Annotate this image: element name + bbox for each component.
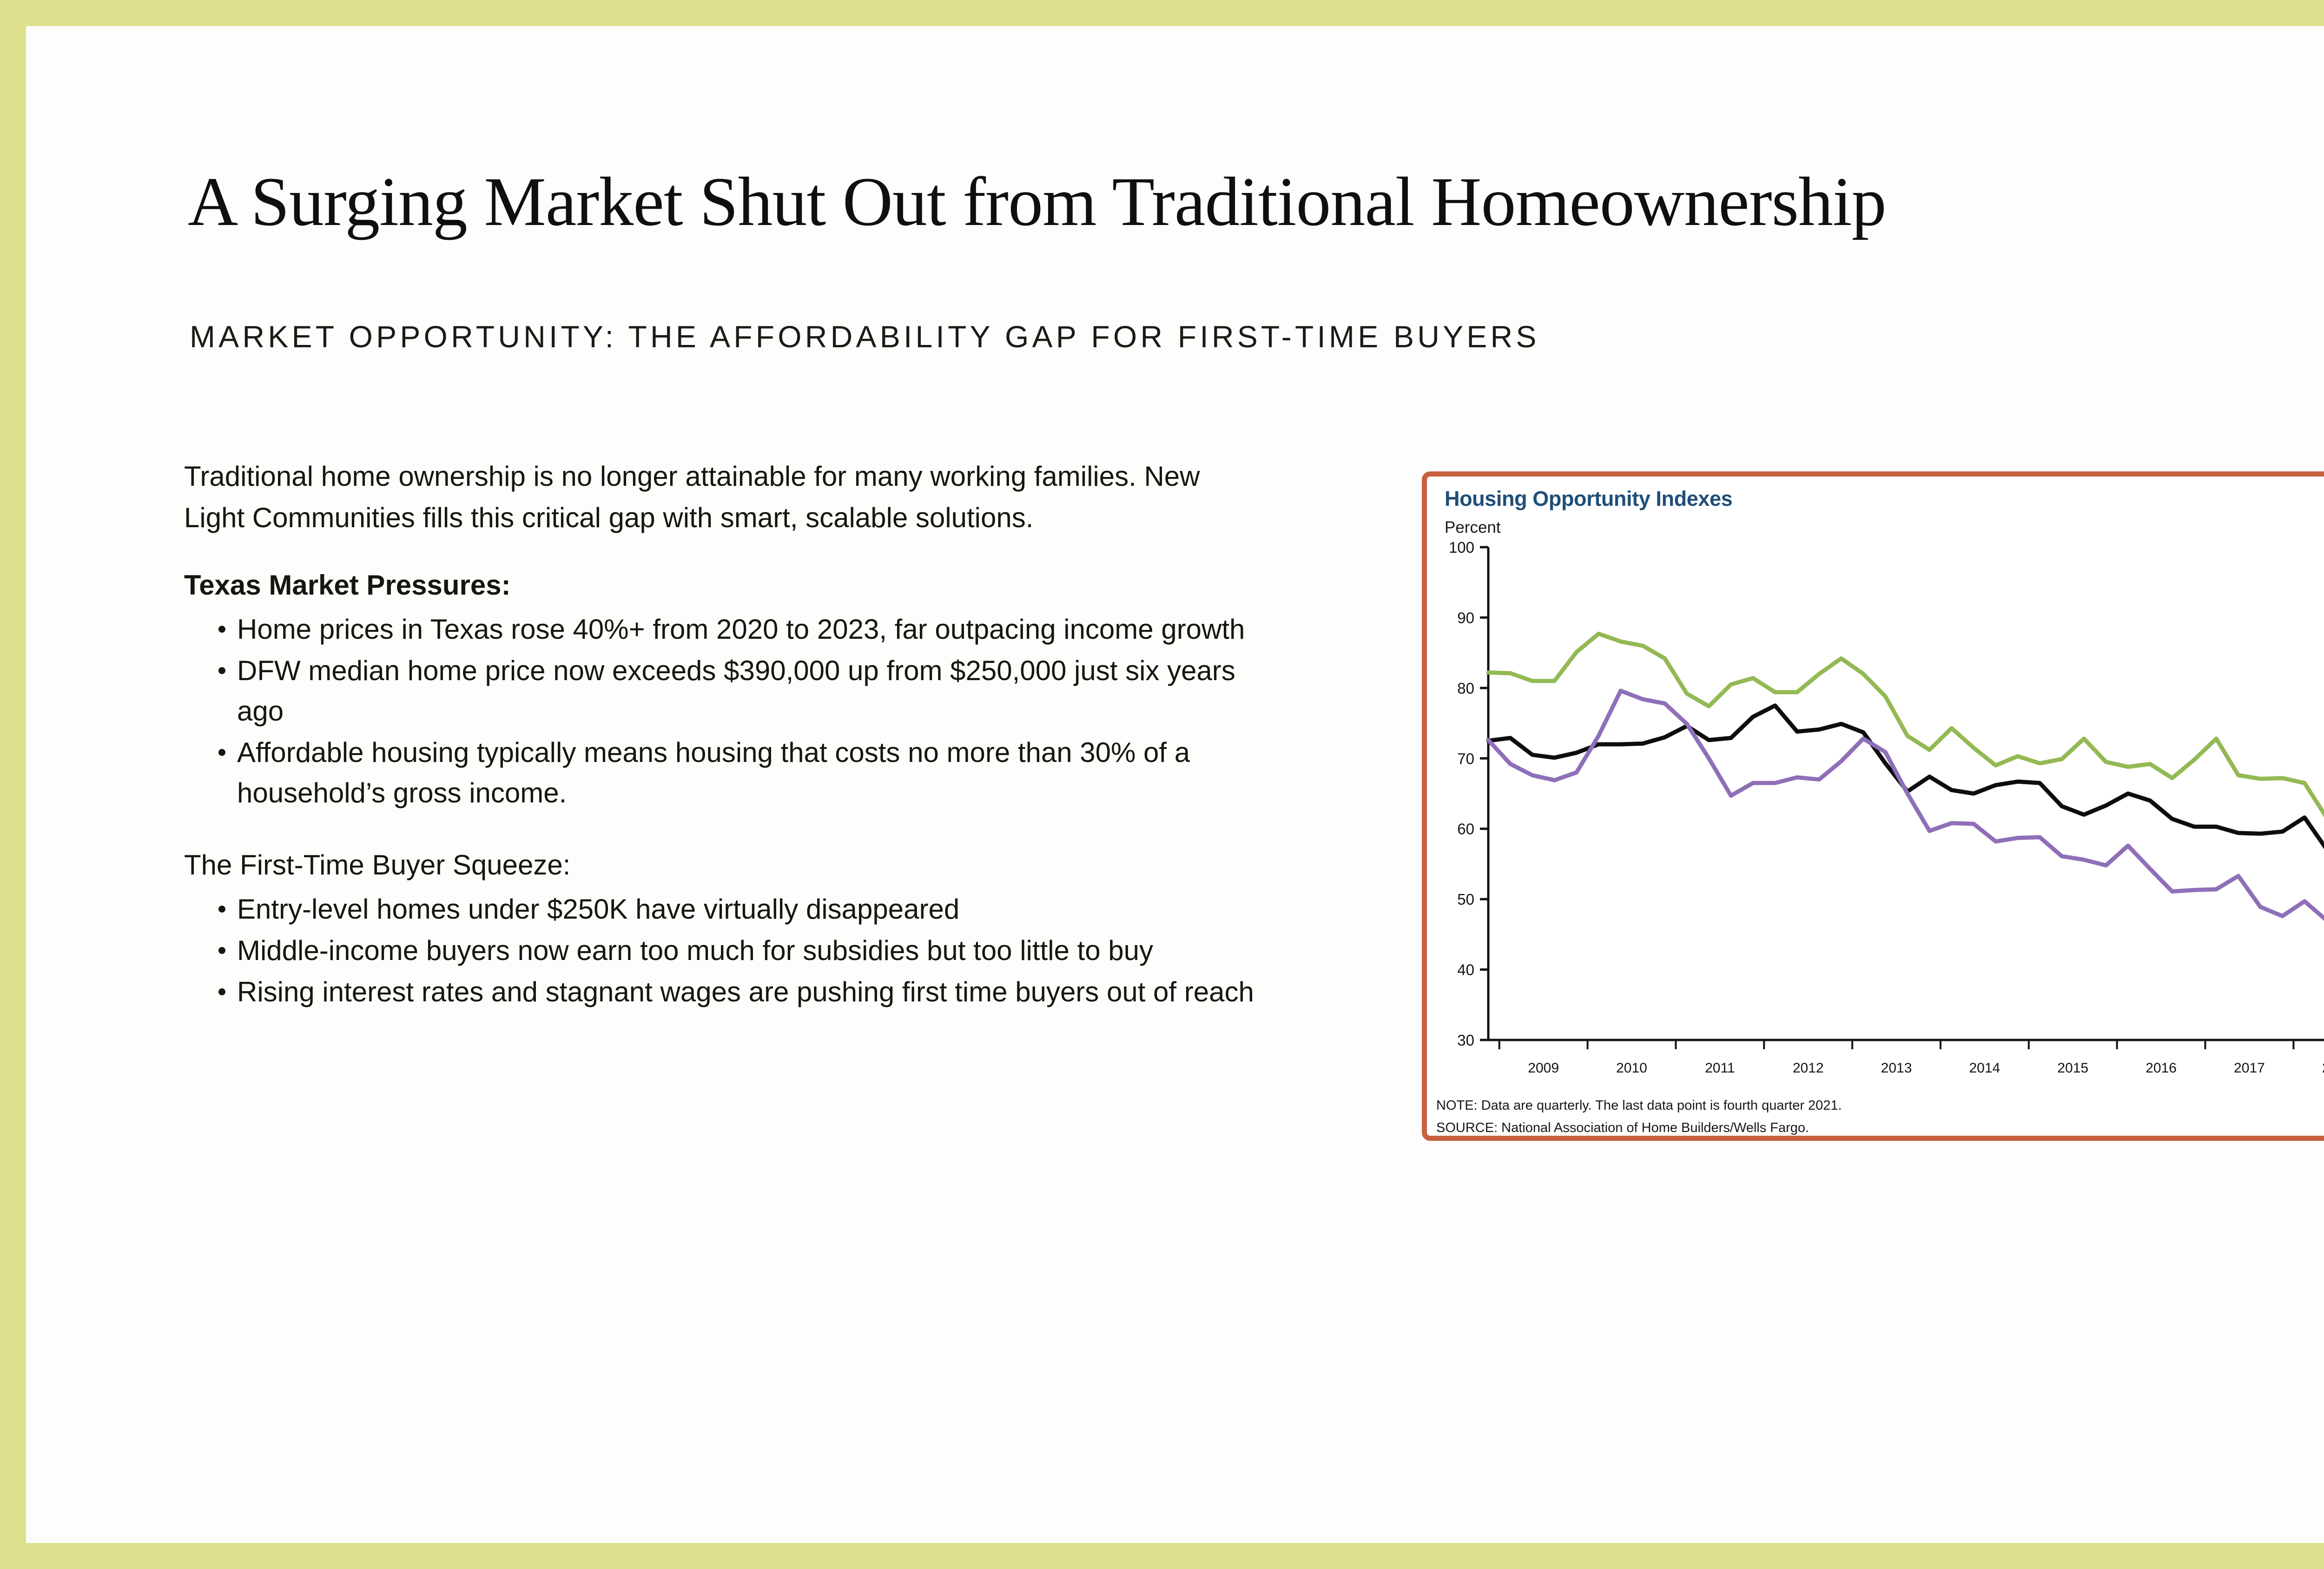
list-item: Home prices in Texas rose 40%+ from 2020…: [184, 609, 1267, 649]
list-item: Rising interest rates and stagnant wages…: [184, 972, 1267, 1012]
series-line-dallas: [1486, 689, 2324, 921]
y-tick-label: 70: [1457, 750, 1474, 767]
x-tick-label: 2016: [2146, 1060, 2177, 1076]
list-item: Middle-income buyers now earn too much f…: [184, 930, 1267, 971]
line-chart-svg: 30 40 50 60 70 80 90 100 2009 2010 2011 2012 2013 201…: [1436, 539, 2324, 1135]
page-title: A Surging Market Shut Out from Tradition…: [188, 163, 1887, 240]
x-tick-label: 2014: [1969, 1060, 2000, 1076]
series-line-us: [1486, 703, 2324, 849]
section-one-heading: Texas Market Pressures:: [184, 569, 511, 601]
x-tick-label: 2015: [2057, 1060, 2088, 1076]
slide-canvas: A Surging Market Shut Out from Tradition…: [26, 26, 2324, 1543]
x-tick-label: 2018: [2322, 1060, 2324, 1076]
page-subtitle: MARKET OPPORTUNITY: THE AFFORDABILITY GA…: [190, 319, 1540, 354]
section-two-bullets: Entry-level homes under $250K have virtu…: [184, 889, 1267, 1012]
y-tick-label: 90: [1457, 609, 1474, 626]
chart-y-axis-unit-label: Percent: [1445, 518, 1501, 536]
x-tick-label: 2012: [1793, 1060, 1824, 1076]
list-item: Entry-level homes under $250K have virtu…: [184, 889, 1267, 929]
section-one-bullets: Home prices in Texas rose 40%+ from 2020…: [184, 609, 1267, 813]
intro-paragraph: Traditional home ownership is no longer …: [184, 461, 1200, 533]
chart-note: NOTE: Data are quarterly. The last data …: [1436, 1098, 1842, 1113]
list-item: Affordable housing typically means housi…: [184, 732, 1267, 813]
chart-title: Housing Opportunity Indexes: [1445, 487, 1733, 510]
x-tick-label: 2010: [1616, 1060, 1647, 1076]
x-tick-label: 2013: [1881, 1060, 1912, 1076]
left-text-column: Traditional home ownership is no longer …: [184, 456, 1267, 1013]
y-tick-label: 60: [1457, 821, 1474, 838]
list-item: DFW median home price now exceeds $390,0…: [184, 650, 1267, 731]
y-tick-label: 100: [1449, 539, 1474, 556]
x-tick-label: 2017: [2234, 1060, 2265, 1076]
series-line-fortworth: [1486, 631, 2324, 818]
x-tick-label: 2009: [1528, 1060, 1559, 1076]
y-tick-label: 80: [1457, 680, 1474, 697]
section-two-heading: The First-Time Buyer Squeeze:: [184, 849, 571, 880]
y-tick-label: 40: [1457, 961, 1474, 979]
chart-source: SOURCE: National Association of Home Bui…: [1436, 1120, 1809, 1135]
y-tick-label: 50: [1457, 891, 1474, 908]
chart-card: Housing Opportunity Indexes Percent 30 40…: [1422, 471, 2324, 1141]
x-tick-label: 2011: [1705, 1060, 1735, 1076]
y-tick-label: 30: [1457, 1032, 1474, 1049]
chart-plot-area: 30 40 50 60 70 80 90 100 2009 2010 2011 2012 2013 201…: [1427, 477, 2324, 1136]
section-spacer: [184, 814, 1267, 845]
